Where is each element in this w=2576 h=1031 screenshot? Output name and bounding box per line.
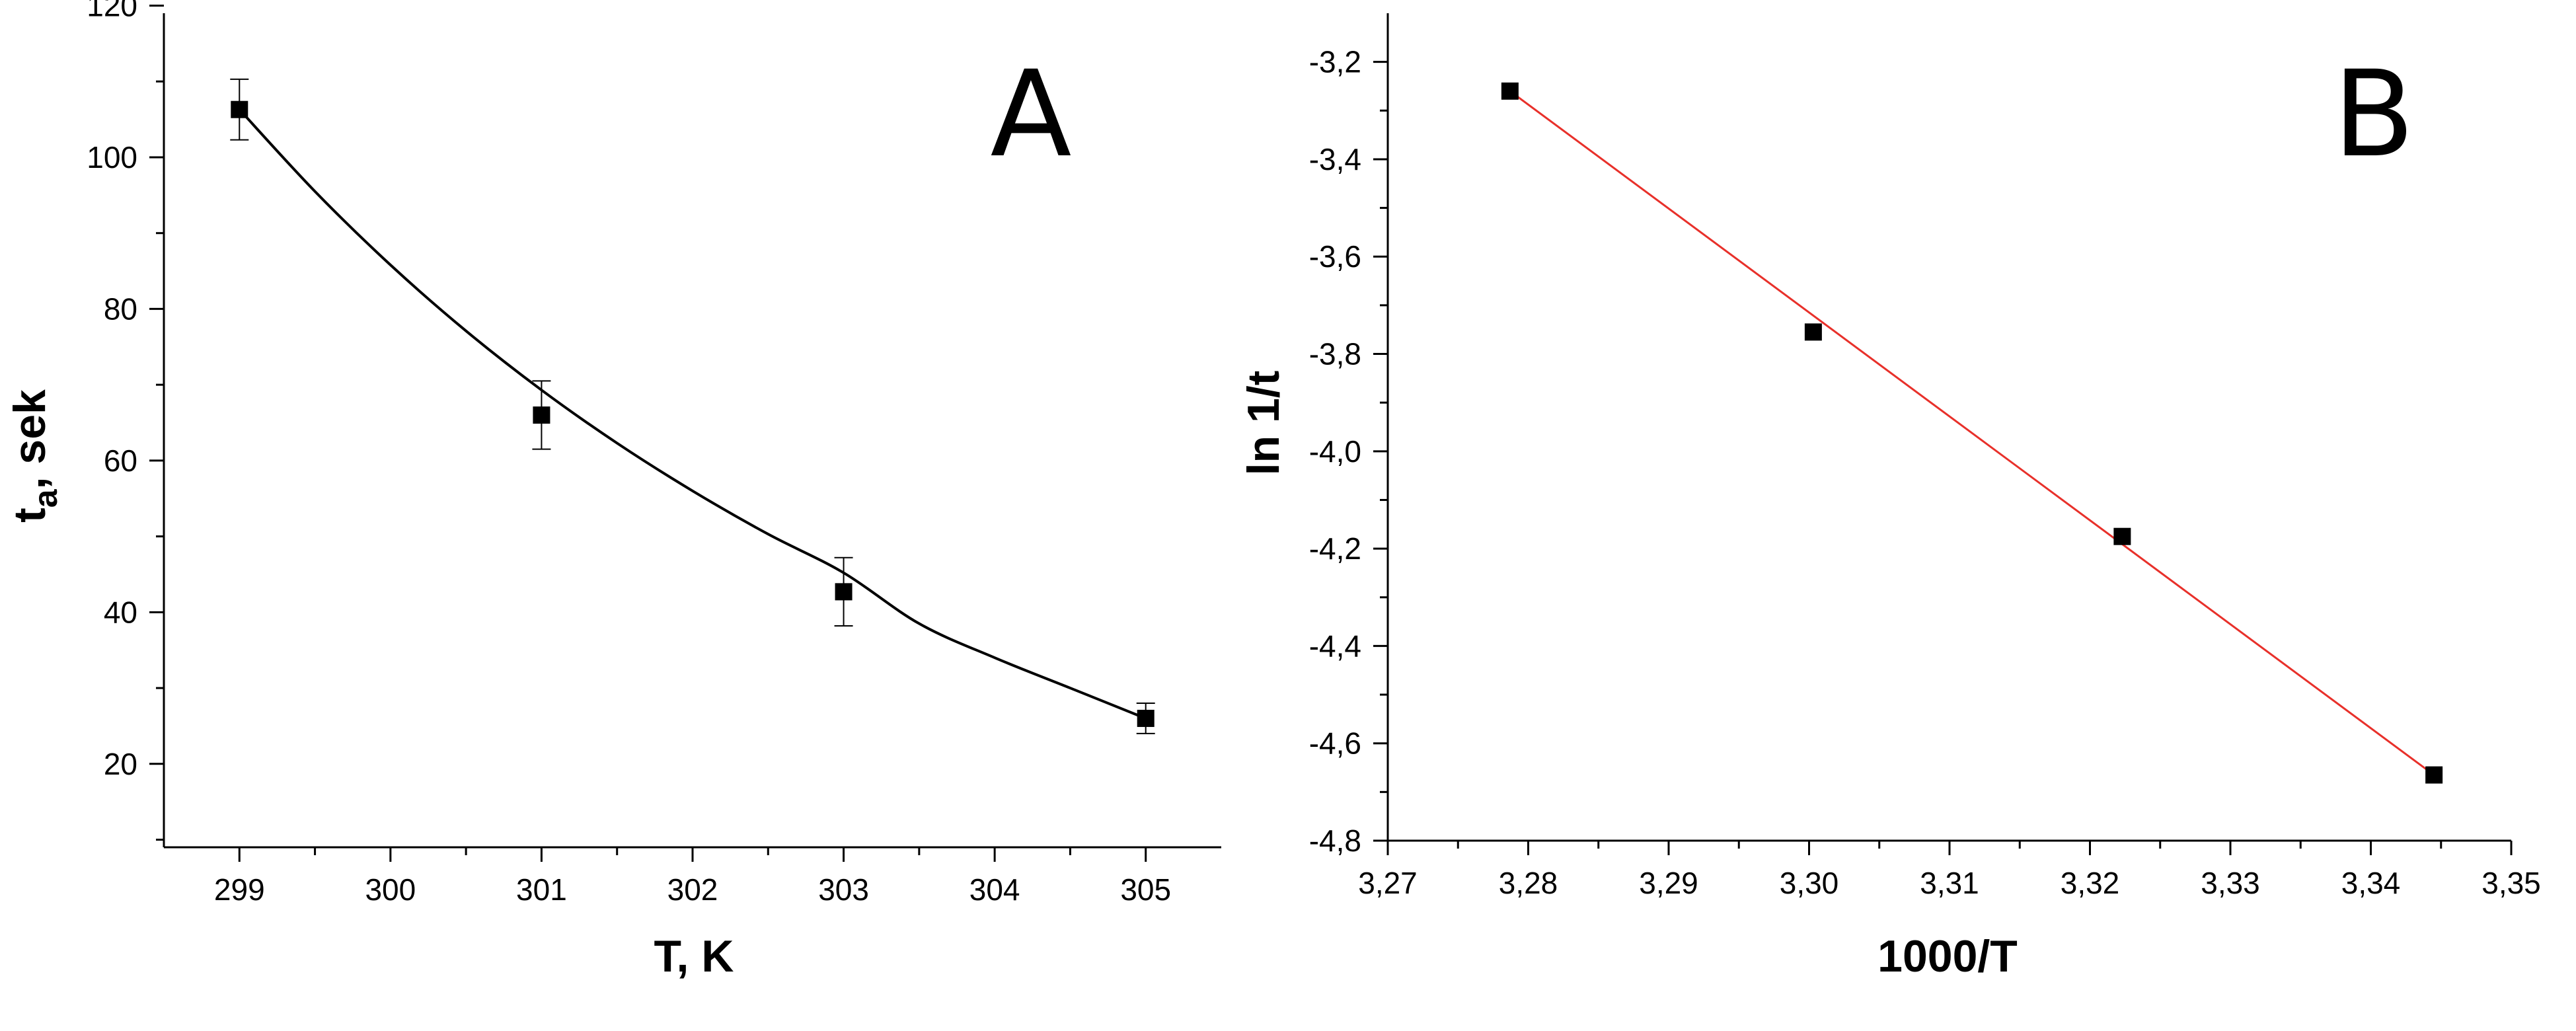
- panel-a-x-tick-label: 299: [214, 872, 265, 907]
- panel-b-x-tick-label: 3,28: [1499, 866, 1558, 900]
- panel-a-y-tick-label: 80: [104, 291, 137, 326]
- panel-b-data-point: [1804, 323, 1822, 341]
- panel-a-x-tick-label: 304: [969, 872, 1020, 907]
- panel-a-y-tick-label: 40: [104, 595, 137, 629]
- panel-b-letter: B: [2333, 46, 2415, 184]
- panel-a-x-tick-label: 305: [1120, 872, 1171, 907]
- panel-b-x-tick-label: 3,35: [2481, 866, 2541, 900]
- panel-a-letter: A: [990, 46, 1071, 184]
- panel-b-x-tick-label: 3,31: [1920, 866, 1979, 900]
- panel-b-y-tick-label: -4,2: [1309, 531, 1361, 566]
- panel-a-data-point: [835, 583, 852, 601]
- panel-a-y-title-main: t: [5, 508, 55, 523]
- panel-b-data-point: [1501, 82, 1519, 100]
- panel-a-x-tick-label: 302: [667, 872, 718, 907]
- panel-b-fit-line: [1509, 90, 2435, 776]
- panel-b-x-tick-label: 3,29: [1639, 866, 1698, 900]
- panel-a-y-tick-label: 60: [104, 443, 137, 478]
- panel-b-y-tick-label: -4,4: [1309, 629, 1361, 663]
- panel-a-x-tick-label: 303: [818, 872, 869, 907]
- panel-a-y-axis-title: ta, sek: [5, 389, 64, 523]
- panel-b-y-tick-label: -3,2: [1309, 45, 1361, 79]
- panel-b-x-tick-label: 3,27: [1358, 866, 1418, 900]
- panel-b-x-tick-label: 3,30: [1780, 866, 1839, 900]
- panel-b-y-tick-label: -4,0: [1309, 434, 1361, 469]
- panel-b-x-tick-label: 3,32: [2061, 866, 2120, 900]
- panel-a: A T, K ta, sek 299 300 301 302 303 304 305 20 40…: [5, 0, 1221, 981]
- panel-b-y-tick-label: -3,8: [1309, 337, 1361, 371]
- panel-b-y-tick-label: -4,8: [1309, 823, 1361, 858]
- panel-a-x-tick-label: 301: [516, 872, 567, 907]
- panel-a-y-tick-label: 100: [87, 140, 137, 174]
- panel-a-data-point: [231, 100, 248, 118]
- panel-b-y-tick-label: -3,4: [1309, 142, 1361, 176]
- panel-b-x-tick-label: 3,34: [2341, 866, 2401, 900]
- panel-b-data-point: [2425, 766, 2443, 784]
- panel-a-fit-line: [238, 108, 1147, 720]
- panel-b-y-axis-title: ln 1/t: [1238, 371, 1289, 476]
- panel-b-x-tick-label: 3,33: [2201, 866, 2260, 900]
- panel-b: B 1000/T ln 1/t 3,27 3,28 3,29 3,30 3,31 3,32…: [1238, 13, 2541, 981]
- panel-a-x-tick-label: 300: [365, 872, 416, 907]
- panel-a-y-title-sub: a: [27, 488, 64, 508]
- panel-a-y-tick-label: 120: [87, 0, 137, 23]
- panel-a-y-title-rest: , sek: [5, 389, 55, 489]
- panel-a-data-point: [1137, 709, 1155, 727]
- panel-a-data-point: [533, 406, 550, 424]
- panel-b-data-point: [2113, 527, 2131, 545]
- panel-a-x-axis-title: T, K: [654, 931, 734, 981]
- panel-b-y-tick-label: -4,6: [1309, 726, 1361, 761]
- panel-b-y-tick-label: -3,6: [1309, 239, 1361, 274]
- panel-b-x-axis-title: 1000/T: [1877, 931, 2018, 981]
- panel-a-y-tick-label: 20: [104, 747, 137, 781]
